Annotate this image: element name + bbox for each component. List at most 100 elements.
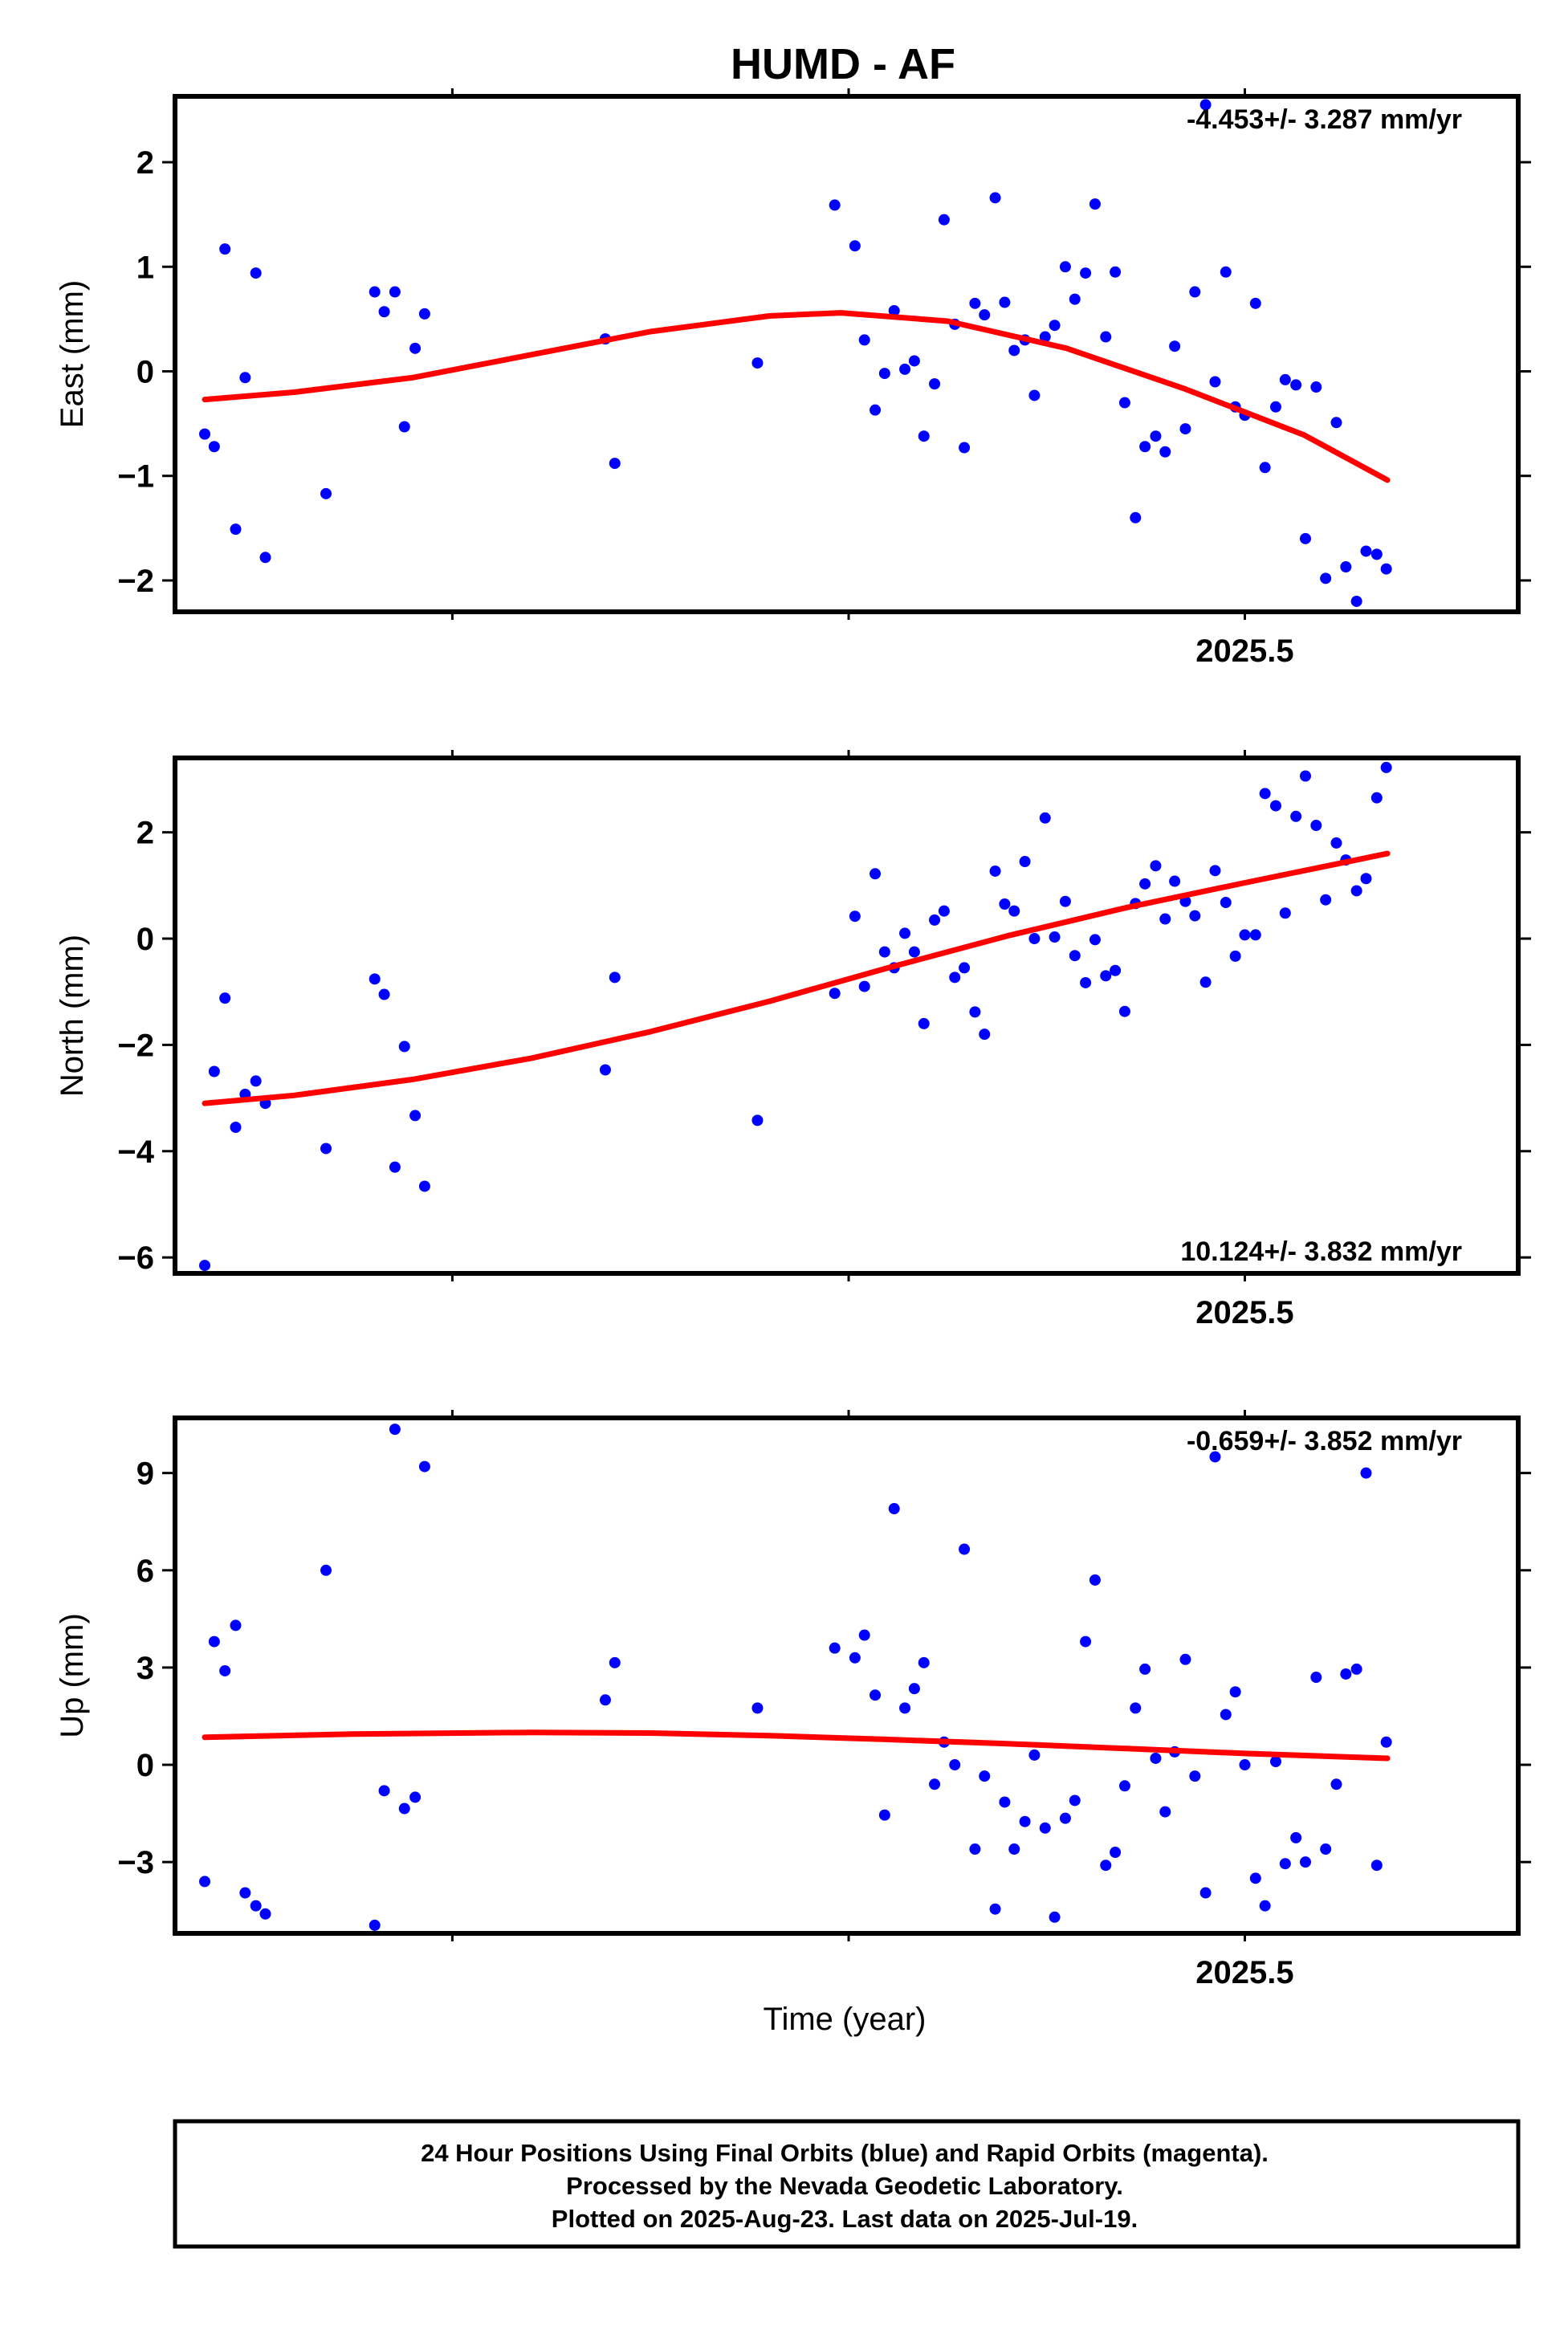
north-data-point [1259,788,1271,800]
up-data-point [1229,1686,1241,1698]
north-data-point [1028,933,1041,945]
up-data-point [989,1903,1001,1915]
east-frame [173,94,1521,614]
up-rate-label: -0.659+/- 3.852 mm/yr [1187,1426,1462,1456]
north-data-point [1019,856,1031,868]
up-data-point [1310,1672,1322,1684]
up-data-point [1189,1770,1201,1782]
north-data-point [929,914,941,926]
east-data-point [1249,297,1261,309]
up-data-point [888,1503,900,1515]
north-rate-label: 10.124+/- 3.832 mm/yr [1180,1236,1462,1267]
footer-line-2: Processed by the Nevada Geodetic Laborat… [566,2172,1123,2200]
up-data-point [1110,1847,1122,1859]
east-data-point [1189,286,1201,298]
up-data-point [239,1887,251,1899]
east-data-point [1049,320,1061,332]
east-data-point [1059,261,1071,273]
up-data-point [1199,1887,1212,1899]
up-data-point [1299,1856,1311,1868]
up-data-point [320,1564,332,1576]
east-y-tick-label: −1 [117,459,154,495]
north-data-point [250,1075,262,1087]
north-y-tick-label: −6 [117,1240,154,1276]
north-data-point [1008,905,1020,917]
east-data-point [849,240,861,252]
east-data-point [929,378,941,390]
east-points [199,99,1392,607]
up-data-point [1330,1778,1342,1790]
north-data-point [1229,950,1241,962]
up-data-point [1220,1709,1232,1721]
up-data-point [1089,1574,1101,1586]
up-data-point [208,1635,220,1648]
up-data-point [1320,1843,1332,1855]
east-data-point [418,308,430,320]
north-data-point [398,1041,410,1053]
east-data-point [1199,99,1212,111]
up-data-point [230,1619,242,1631]
north-data-point [1350,885,1362,897]
up-data-point [1139,1663,1151,1675]
up-fit-line [202,1729,1391,1762]
east-data-point [250,267,262,279]
east-data-point [938,214,950,226]
east-data-point [1110,266,1122,278]
north-data-point [1169,875,1181,887]
up-y-axis-label: Up (mm) [55,1613,90,1738]
up-data-point [949,1759,961,1771]
up-data-point [378,1785,390,1797]
east-y-axis-label: East (mm) [55,280,90,428]
north-frame [173,756,1521,1276]
east-data-point [908,355,920,367]
east-data-point [1380,563,1392,575]
footer-box [173,2119,1521,2249]
north-data-point [1110,964,1122,976]
north-data-point [899,927,911,939]
up-data-point [1259,1900,1271,1912]
north-data-point [938,905,950,917]
x-axis-label: Time (year) [764,2002,927,2037]
north-data-point [418,1180,430,1192]
north-data-point [849,910,861,923]
north-data-point [918,1017,930,1029]
up-data-point [1340,1668,1352,1680]
east-data-point [1350,595,1362,607]
up-data-point [1179,1653,1191,1665]
east-data-point [609,458,621,470]
north-data-point [1069,950,1081,962]
east-data-point [1259,462,1271,474]
up-points [199,1424,1392,1931]
east-data-point [999,296,1011,308]
north-y-tick-label: −4 [117,1134,154,1170]
up-data-point [1069,1794,1081,1807]
up-data-point [969,1843,981,1855]
north-data-point [858,980,870,992]
north-data-point [999,898,1011,910]
up-data-point [878,1809,890,1821]
north-y-tick-label: 2 [136,816,154,851]
east-data-point [751,357,764,369]
north-data-point [979,1029,991,1041]
up-data-point [899,1702,911,1714]
east-data-point [878,368,890,380]
north-data-point [208,1065,220,1077]
north-data-point [1299,770,1311,782]
up-data-point [999,1796,1011,1808]
north-data-point [1059,895,1071,907]
up-data-point [1209,1451,1221,1463]
north-y-tick-label: 0 [136,922,154,957]
up-data-point [1028,1749,1041,1761]
north-data-point [829,988,841,1000]
east-data-point [320,487,332,499]
up-data-point [418,1460,430,1473]
east-y-tick-label: −2 [117,564,154,599]
up-data-point [1130,1702,1142,1714]
east-data-point [918,430,930,442]
east-data-point [1089,198,1101,210]
north-data-point [1239,929,1251,941]
up-data-point [1269,1756,1281,1767]
north-data-point [409,1110,422,1122]
north-data-point [1159,913,1171,925]
